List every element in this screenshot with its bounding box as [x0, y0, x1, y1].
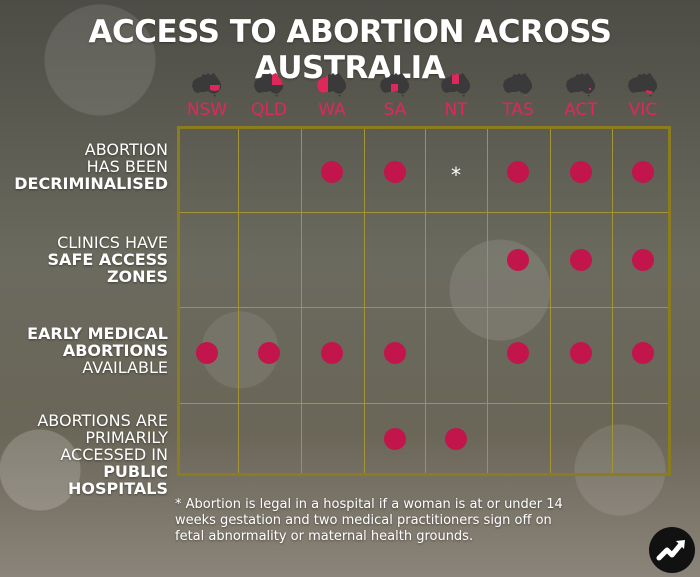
state-label: WA	[318, 100, 346, 120]
row-label-line: AVAILABLE	[82, 358, 168, 377]
access-dot	[570, 342, 592, 364]
state-label: VIC	[628, 100, 658, 120]
access-dot	[570, 161, 592, 183]
footnote: * Abortion is legal in a hospital if a w…	[175, 497, 563, 544]
access-dot	[632, 342, 654, 364]
access-grid	[177, 126, 671, 476]
grid-column-divider	[487, 129, 488, 473]
australia-map-qld-highlighted-icon	[254, 73, 283, 97]
row-label-bold-line: ZONES	[106, 267, 168, 286]
row-label-line: ABORTION	[84, 140, 168, 159]
row-label-4: ABORTIONS ARE PRIMARILY ACCESSED IN PUBLIC …	[0, 412, 168, 497]
row-label-bold-line: DECRIMINALISED	[14, 174, 168, 193]
row-label-line: HAS BEEN	[86, 157, 168, 176]
grid-row-divider	[180, 307, 668, 308]
access-dot	[632, 249, 654, 271]
access-dot	[321, 161, 343, 183]
grid-column-divider	[550, 129, 551, 473]
footnote-star-marker: *	[451, 163, 461, 187]
access-dot	[196, 342, 218, 364]
grid-column-divider	[364, 129, 365, 473]
australia-map-nsw-highlighted-icon	[192, 73, 221, 97]
access-dot	[384, 342, 406, 364]
access-dot	[384, 161, 406, 183]
state-column-tas: TAS	[488, 72, 548, 120]
australia-map-tas-highlighted-icon	[503, 73, 532, 97]
access-dot	[258, 342, 280, 364]
row-label-bold-line: PUBLIC HOSPITALS	[68, 462, 168, 498]
row-label-line: PRIMARILY	[85, 428, 168, 447]
row-label-1: ABORTION HAS BEEN DECRIMINALISED	[14, 141, 168, 192]
row-label-bold-line: SAFE ACCESS	[47, 250, 168, 269]
australia-map-vic-highlighted-icon	[628, 73, 657, 97]
access-dot	[321, 342, 343, 364]
grid-column-divider	[238, 129, 239, 473]
australia-map-act-highlighted-icon	[566, 73, 595, 97]
row-label-line: CLINICS HAVE	[57, 233, 168, 252]
state-column-vic: VIC	[613, 72, 673, 120]
row-label-bold-line: ABORTIONS	[62, 341, 168, 360]
state-label: SA	[383, 100, 407, 120]
access-dot	[384, 428, 406, 450]
state-label: ACT	[564, 100, 598, 120]
grid-column-divider	[612, 129, 613, 473]
state-column-nt: NT	[426, 72, 486, 120]
access-dot	[445, 428, 467, 450]
state-column-nsw: NSW	[177, 72, 237, 120]
state-column-act: ACT	[551, 72, 611, 120]
state-label: NT	[444, 100, 468, 120]
row-label-line: ACCESSED IN	[60, 445, 168, 464]
state-label: NSW	[186, 100, 228, 120]
access-dot	[507, 161, 529, 183]
access-dot	[507, 342, 529, 364]
australia-map-sa-highlighted-icon	[380, 73, 409, 97]
grid-column-divider	[425, 129, 426, 473]
access-dot	[632, 161, 654, 183]
trending-arrow-icon	[649, 527, 695, 573]
row-label-2: CLINICS HAVE SAFE ACCESS ZONES	[48, 234, 168, 285]
australia-map-wa-highlighted-icon	[317, 73, 346, 97]
state-column-sa: SA	[365, 72, 425, 120]
grid-column-divider	[301, 129, 302, 473]
access-dot	[507, 249, 529, 271]
access-dot	[570, 249, 592, 271]
state-column-wa: WA	[302, 72, 362, 120]
grid-row-divider	[180, 403, 668, 404]
row-label-line: ABORTIONS ARE	[37, 411, 168, 430]
grid-row-divider	[180, 212, 668, 213]
row-label-bold-line: EARLY MEDICAL	[27, 324, 168, 343]
state-label: TAS	[502, 100, 534, 120]
state-column-qld: QLD	[239, 72, 299, 120]
page-title: ACCESS TO ABORTION ACROSS AUSTRALIA	[88, 14, 612, 86]
state-label: QLD	[251, 100, 287, 120]
row-label-3: EARLY MEDICAL ABORTIONS AVAILABLE	[27, 325, 168, 376]
australia-map-nt-highlighted-icon	[441, 73, 470, 97]
